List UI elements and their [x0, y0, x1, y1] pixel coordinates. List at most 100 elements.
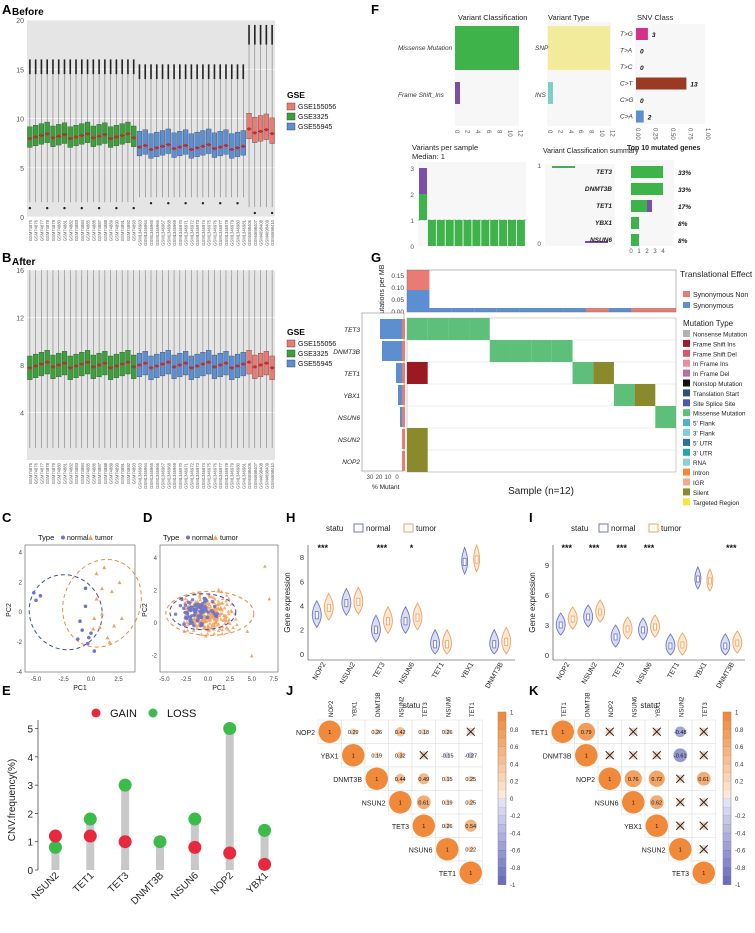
corr-value: -0.15: [441, 753, 454, 759]
tumor-point: [228, 621, 232, 626]
tmb-bar-syn: [429, 308, 452, 312]
colorbar-label: 0.8: [735, 728, 744, 734]
tmb-bar-nonsyn: [631, 308, 654, 312]
legend-label: Missense Mutation: [693, 411, 746, 418]
colorbar-step: [723, 841, 731, 851]
tumor-point: [214, 620, 219, 625]
outlier-point: [201, 202, 205, 205]
sample-label: GSM1346977: [218, 219, 223, 246]
normal-point: [92, 649, 97, 653]
mutation-cell: [489, 340, 511, 362]
panel-letter: D: [143, 510, 152, 525]
mutation-cell: [469, 318, 490, 340]
mean-dot: [258, 363, 263, 367]
normal-point: [188, 621, 192, 626]
tumor-point: [97, 625, 102, 629]
tumor-point: [216, 599, 221, 603]
normal-point: [185, 612, 190, 616]
panel-letter: F: [371, 2, 379, 17]
pct-bar-nonsyn: [402, 319, 405, 339]
sample-label: GSM74880: [57, 219, 62, 241]
x-tick-label: 4: [661, 249, 665, 255]
gene-label: NOP2: [342, 459, 360, 466]
x-tick-label: NSUN2: [581, 661, 599, 685]
y-tick-label: 4: [27, 753, 33, 764]
corr-circle: [674, 726, 686, 738]
colorbar-label: -0.4: [735, 831, 746, 837]
col-label: NOP2: [329, 700, 335, 717]
y-tick-label: 0.10: [391, 285, 404, 292]
corr-circle: [467, 846, 474, 853]
mean-dot: [91, 136, 95, 140]
mean-dot: [241, 362, 245, 366]
panel-letter: E: [2, 683, 11, 698]
sample-label: GSM1346980: [236, 462, 241, 489]
legend-label: In Frame Ins: [693, 361, 728, 368]
outlier-point: [270, 211, 274, 215]
bar-value: 3: [652, 32, 656, 39]
sample-label: GSM4698409: [264, 462, 269, 489]
tumor-point: [186, 622, 191, 626]
outlier-cluster: [236, 64, 239, 80]
mean-dot: [207, 143, 211, 147]
outlier-cluster: [225, 64, 227, 80]
normal-point: [87, 635, 91, 640]
mutation-cell: [510, 340, 532, 362]
ns-cross: [699, 750, 709, 760]
colorbar-step: [498, 841, 506, 851]
pct-bar: [398, 385, 404, 405]
gene-pct: 8%: [678, 238, 688, 245]
colorbar-label: 0.2: [510, 780, 519, 786]
outlier-cluster: [184, 64, 187, 80]
gene-pct: 33%: [678, 170, 691, 177]
mean-dot: [189, 147, 193, 152]
outlier-cluster: [167, 64, 170, 80]
bar-missense: [455, 26, 519, 70]
corr-circle: [444, 822, 451, 829]
sample-label: GSM74884: [80, 462, 85, 484]
corr-value: 0.62: [651, 800, 662, 806]
tumor-point: [212, 617, 217, 622]
corr-circle: [365, 767, 388, 790]
pct-bar: [396, 363, 404, 383]
y-tick-label: 1: [537, 163, 541, 170]
legend-swatch: [683, 438, 690, 446]
outlier-cluster: [173, 64, 175, 80]
y-tick-label: 2: [27, 809, 33, 820]
mean-dot: [28, 136, 32, 141]
sample-label: GSM74891: [120, 462, 125, 484]
panel-i-violin: 0 3 6 9 Gene expression statu statu normal tumor…: [528, 523, 745, 710]
tumor-point: [245, 629, 250, 633]
sample-label: GSM1346981: [241, 462, 246, 489]
corr-value: 0.26: [371, 730, 382, 736]
normal-point: [182, 606, 186, 610]
sample-label: GSM74892: [126, 462, 131, 484]
sample-bar: [427, 220, 436, 246]
legend-label: tumor: [95, 535, 114, 542]
mean-dot: [235, 364, 240, 368]
corr-circle: [692, 861, 715, 884]
plot-background: [635, 24, 705, 124]
tumor-point: [91, 626, 96, 631]
x-axis-label: % Mutant: [372, 484, 400, 491]
x-tick-label: NSUN2: [339, 661, 357, 685]
panel-letter: C: [2, 510, 12, 525]
legend-title: Type: [38, 533, 54, 542]
x-tick-label: -5.0: [159, 677, 170, 683]
sample-label: GSM1346963: [137, 462, 142, 489]
sample-label: GSM1346966: [155, 462, 160, 489]
tumor-point: [183, 596, 188, 601]
tumor-point: [218, 601, 222, 605]
y-label: T>A: [620, 48, 632, 55]
normal-point: [183, 603, 188, 607]
colorbar-frame: [497, 711, 507, 885]
inner-box: [504, 637, 509, 646]
box: [183, 129, 189, 155]
y-tick-label: -4: [17, 670, 23, 676]
outlier-point: [132, 206, 135, 210]
corr-circle: [318, 720, 341, 743]
x-tick-label: TET3: [372, 661, 387, 679]
box: [142, 129, 148, 155]
box: [194, 131, 200, 157]
y-tick-label: 5: [20, 166, 24, 173]
